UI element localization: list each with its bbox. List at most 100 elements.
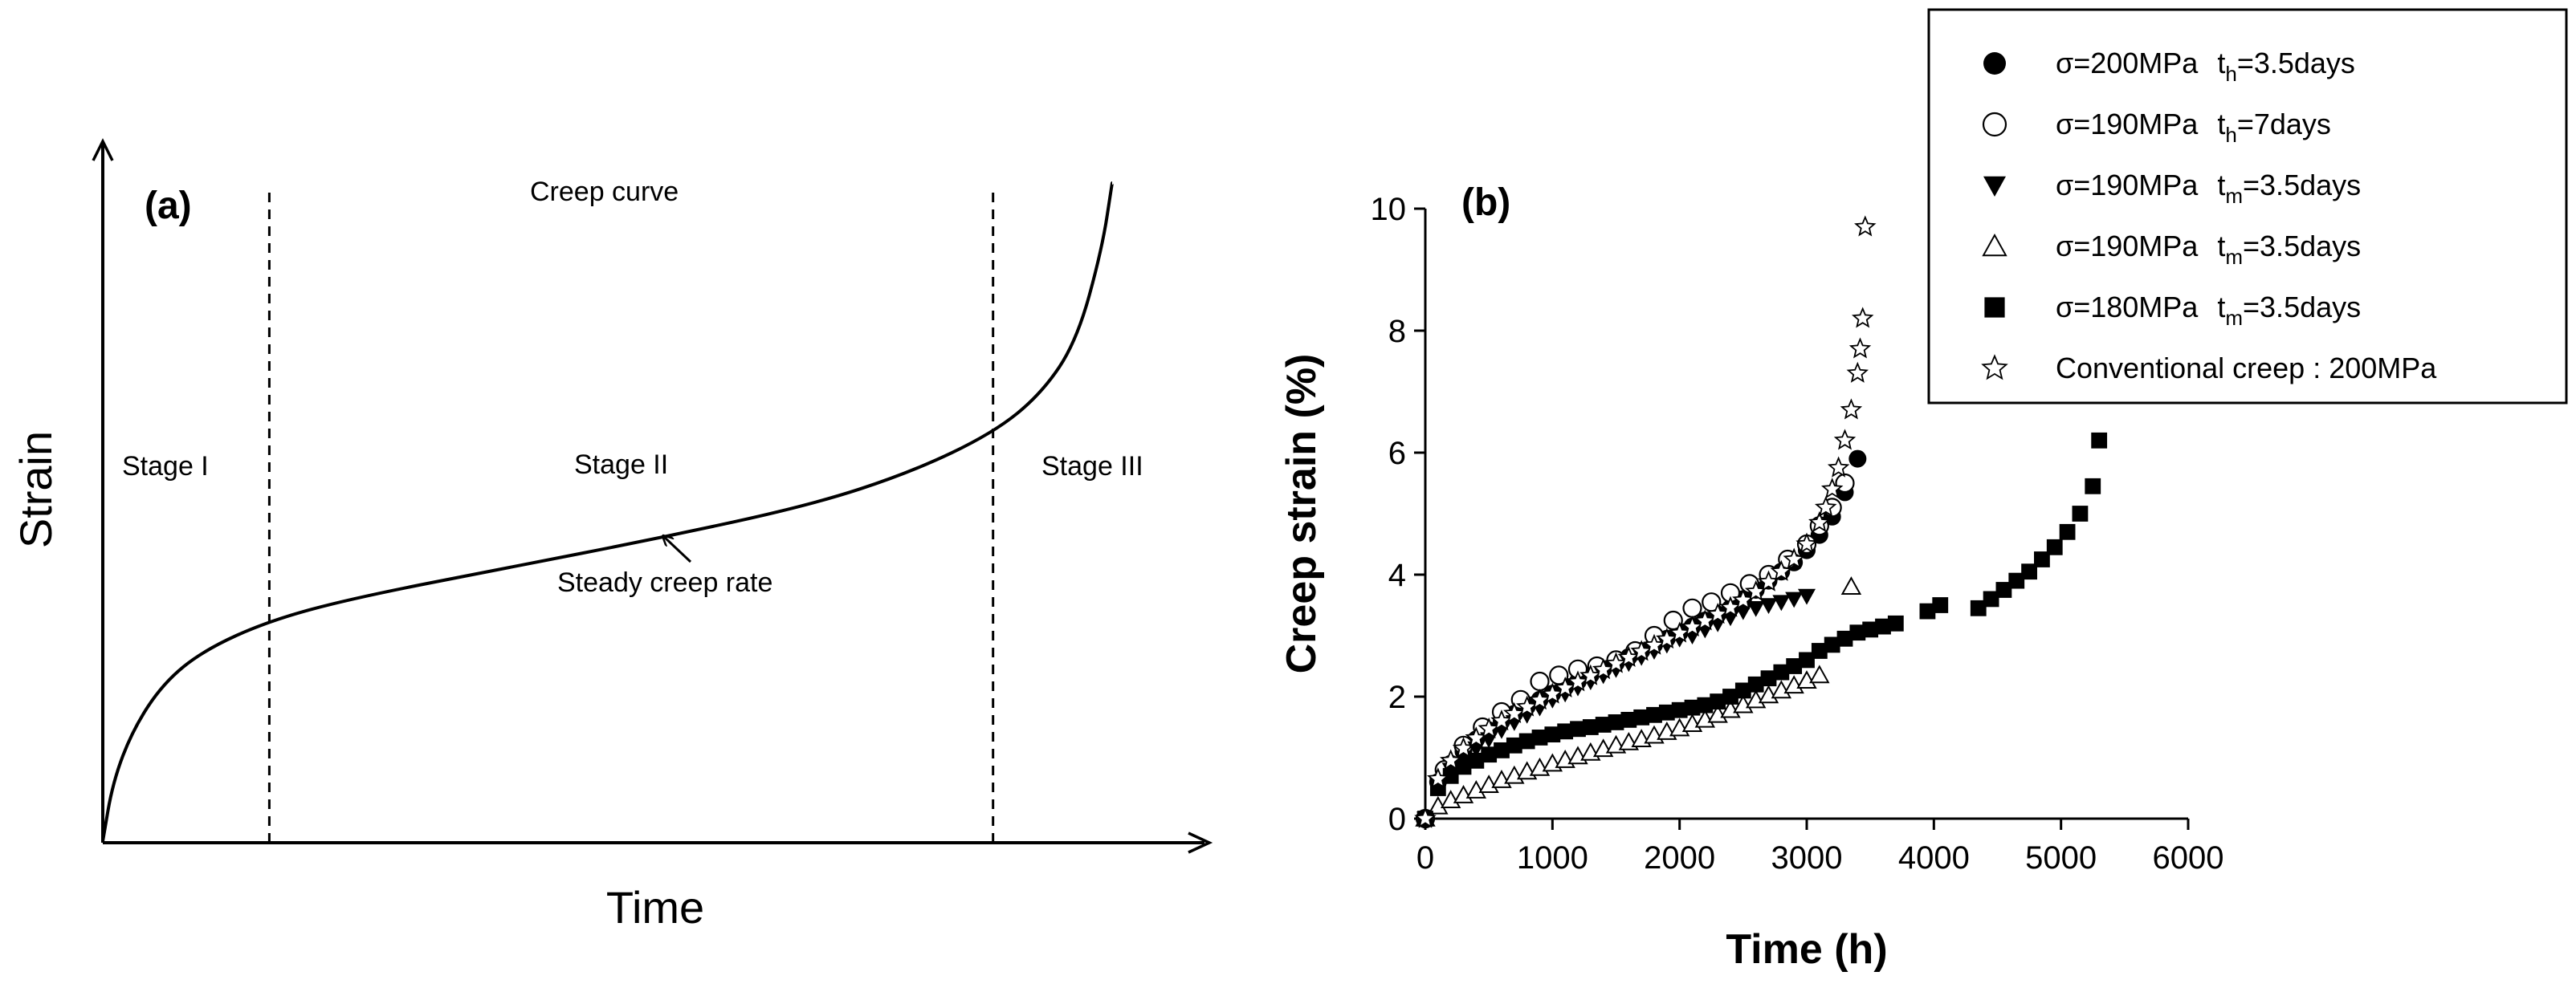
data-point-open-star [1439,749,1462,770]
data-point-filled-square [1671,701,1688,718]
panel-a-xlabel: Time [606,882,704,933]
data-point-open-star [1414,807,1437,828]
data-point-filled-square [1983,591,1999,608]
data-point-open-star [1795,532,1818,554]
data-point-open-triangle-up [1840,576,1862,595]
series-6 [1414,215,1877,828]
data-point-open-triangle-up [1733,694,1754,714]
data-point-open-circle [1663,610,1683,631]
legend-entry-1: σ=200MPa th=3.5days [2056,47,2355,86]
data-point-filled-square [1722,689,1738,705]
data-point-filled-square [1747,676,1764,693]
data-point-open-star [1719,596,1742,617]
data-point-open-star [1541,682,1564,704]
steady-creep-rate-annotation: Steady creep rate [557,567,772,598]
data-point-filled-square [1620,711,1637,728]
data-point-filled-circle [1848,449,1867,468]
panel-a-x-axis-arrow [1188,831,1213,854]
x-tick-label: 5000 [2025,840,2097,876]
data-point-filled-square [1849,624,1866,641]
data-point-filled-square [1544,726,1561,743]
legend-marker-filled-triangle-down [1983,176,2006,197]
panel-a-label: (a) [145,185,192,227]
data-point-filled-square [2021,563,2037,580]
panel-a-title: Creep curve [530,177,679,207]
data-point-filled-square [1518,733,1535,750]
data-point-open-triangle-up [1707,704,1728,723]
legend-marker-filled-square [1984,297,2005,318]
data-point-filled-square [1799,652,1815,669]
y-tick-label: 10 [1371,192,1407,227]
x-tick-label: 4000 [1898,840,1970,876]
x-tick-label: 2000 [1644,840,1715,876]
data-point-open-triangle-up [1453,785,1474,803]
panel-b-ylabel: Creep strain (%) [1278,354,1325,674]
creep-curve-line [101,181,1114,842]
data-point-filled-square [1995,582,2012,598]
panel-b-label: (b) [1461,181,1510,224]
data-point-filled-square [2091,432,2108,449]
legend-entry-6: Conventional creep : 200MPa [2056,352,2437,384]
data-point-open-star [1846,361,1869,383]
data-point-filled-square [2034,551,2050,567]
data-point-filled-square [1836,630,1853,647]
x-tick-label: 3000 [1771,840,1843,876]
data-point-filled-square [1773,664,1790,681]
data-point-open-star [1854,215,1877,237]
series-4 [1415,576,1862,827]
data-point-open-triangle-up [1758,685,1779,704]
data-point-filled-square [1970,600,1987,616]
data-point-open-star [1567,670,1589,692]
data-point-open-star [1490,709,1513,731]
data-point-filled-square [1710,693,1726,709]
data-point-open-star [1503,701,1526,724]
stage-3-label: Stage III [1041,451,1143,482]
y-tick-label: 8 [1388,314,1406,349]
data-point-open-star [1643,633,1665,655]
x-tick-label: 6000 [2153,840,2224,876]
data-point-filled-square [1646,706,1662,723]
panel-b-series [1414,215,2108,829]
data-point-open-star [1848,337,1872,359]
data-point-filled-square [1582,719,1599,735]
data-point-filled-square [1468,752,1485,769]
data-point-open-star [1827,456,1850,478]
data-point-open-star [1808,510,1831,533]
data-point-filled-square [1734,682,1751,699]
data-point-open-star [1814,495,1837,518]
data-point-open-star [1592,658,1615,680]
data-point-filled-square [1481,746,1498,763]
data-point-filled-square [1557,723,1574,740]
data-point-filled-square [1608,714,1624,730]
data-point-open-star [1783,547,1805,569]
data-point-filled-triangle-down [1785,592,1804,608]
legend-marker-open-circle [1982,112,2007,137]
data-point-filled-square [2008,572,2025,589]
data-point-filled-triangle-down [1747,601,1765,617]
panel-a: (a) Creep curve Stage I Stage II Stage I… [10,138,1213,933]
x-tick-label: 1000 [1517,840,1588,876]
data-point-filled-triangle-down [1772,595,1791,612]
data-point-open-circle [1549,665,1569,685]
x-tick-label: 0 [1416,840,1434,876]
data-point-filled-square [1862,621,1879,638]
legend-box [1927,8,2568,405]
data-point-open-star [1694,609,1717,631]
data-point-filled-square [1824,636,1840,653]
data-point-open-star [1427,767,1449,789]
panel-a-y-axis-arrow [92,138,114,161]
data-point-filled-square [1633,709,1650,726]
legend-entry-3: σ=190MPa tm=3.5days [2056,169,2361,208]
y-tick-label: 2 [1388,680,1406,715]
data-point-filled-square [1531,730,1548,746]
series-5 [1417,432,2108,827]
data-point-filled-triangle-down [1798,588,1816,605]
data-point-open-triangle-up [1694,709,1716,728]
legend-marker-open-triangle-up [1982,233,2007,257]
data-point-open-star [1630,640,1653,661]
data-point-filled-square [1786,658,1803,674]
data-point-filled-square [2059,523,2076,540]
data-point-filled-square [1887,615,1904,632]
legend-entry-2: σ=190MPa th=7days [2056,108,2331,147]
